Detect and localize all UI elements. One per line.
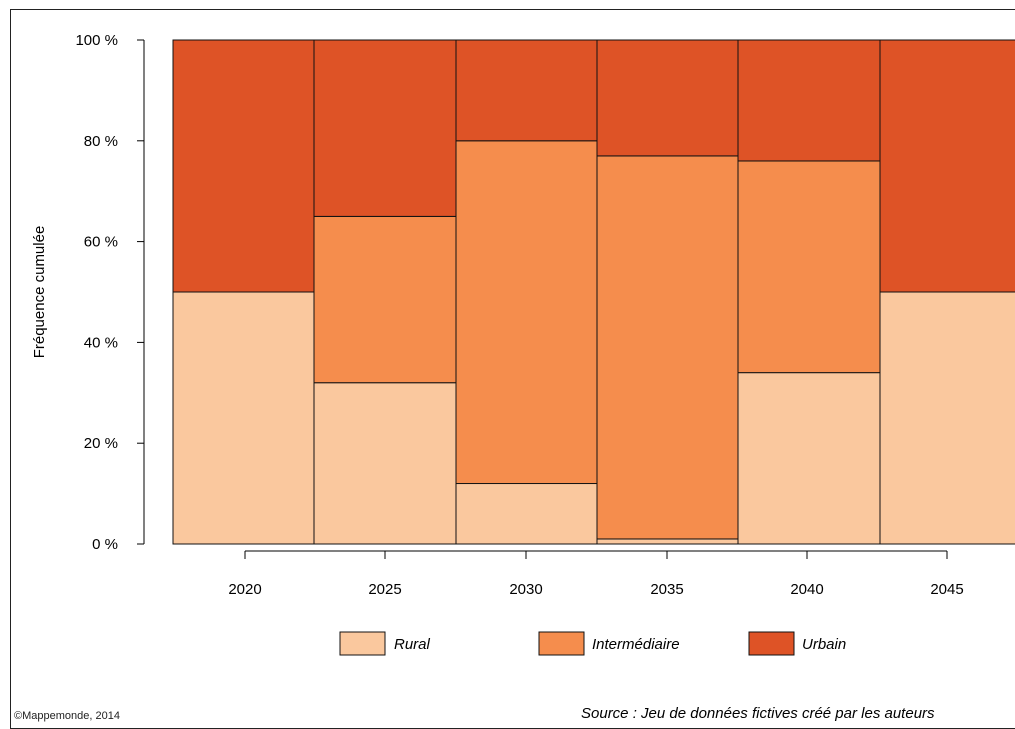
- bar-segment-intermédiaire-2040: [737, 160, 881, 374]
- legend: Rural Intermédiaire Urbain: [339, 631, 846, 656]
- bar-segment-intermédiaire-2035: [596, 155, 739, 540]
- y-tick-label: 20 %: [84, 435, 118, 452]
- copyright-text: ©Mappemonde, 2014: [14, 710, 120, 722]
- x-tick-label: 2025: [368, 581, 401, 598]
- bar-segment-urbain-2020: [172, 39, 315, 293]
- source-note: Source : Jeu de données fictives créé pa…: [581, 705, 935, 722]
- bar-segment-rural-2045: [879, 291, 1015, 545]
- bar-segment-urbain-2030: [455, 39, 598, 142]
- legend-label-urbain: Urbain: [802, 636, 846, 653]
- bar-segment-intermédiaire-2025: [313, 215, 457, 384]
- legend-swatch-urbain: [748, 631, 795, 656]
- y-tick-label: 40 %: [84, 334, 118, 351]
- x-axis: 2020 2025 2030 2035 2040 2045: [228, 550, 964, 598]
- bar-segment-rural-2030: [455, 483, 598, 545]
- bar-segment-urbain-2045: [879, 39, 1015, 293]
- x-tick-label: 2040: [790, 581, 823, 598]
- bar-segment-intermédiaire-2030: [455, 140, 598, 485]
- x-tick-label: 2020: [228, 581, 261, 598]
- y-tick-label: 100 %: [75, 32, 118, 49]
- bar-segment-rural-2040: [737, 372, 881, 545]
- y-tick-label: 80 %: [84, 133, 118, 150]
- legend-label-rural: Rural: [394, 636, 431, 653]
- bar-segment-rural-2035: [596, 538, 739, 545]
- bar-segment-rural-2020: [172, 291, 315, 545]
- y-axis-title: Fréquence cumulée: [31, 226, 48, 359]
- bar-segment-urbain-2035: [596, 39, 739, 157]
- y-axis: 0 % 20 % 40 % 60 % 80 % 100 %: [75, 32, 145, 553]
- bar-segment-urbain-2040: [737, 39, 881, 162]
- bars-group: [172, 39, 1015, 545]
- y-tick-label: 60 %: [84, 234, 118, 251]
- legend-swatch-rural: [339, 631, 386, 656]
- x-tick-label: 2035: [650, 581, 683, 598]
- x-tick-label: 2045: [930, 581, 963, 598]
- legend-label-intermédiaire: Intermédiaire: [592, 636, 680, 653]
- bar-segment-urbain-2025: [313, 39, 457, 217]
- x-tick-label: 2030: [509, 581, 542, 598]
- y-tick-label: 0 %: [92, 536, 118, 553]
- bar-segment-rural-2025: [313, 382, 457, 545]
- legend-swatch-intermédiaire: [538, 631, 585, 656]
